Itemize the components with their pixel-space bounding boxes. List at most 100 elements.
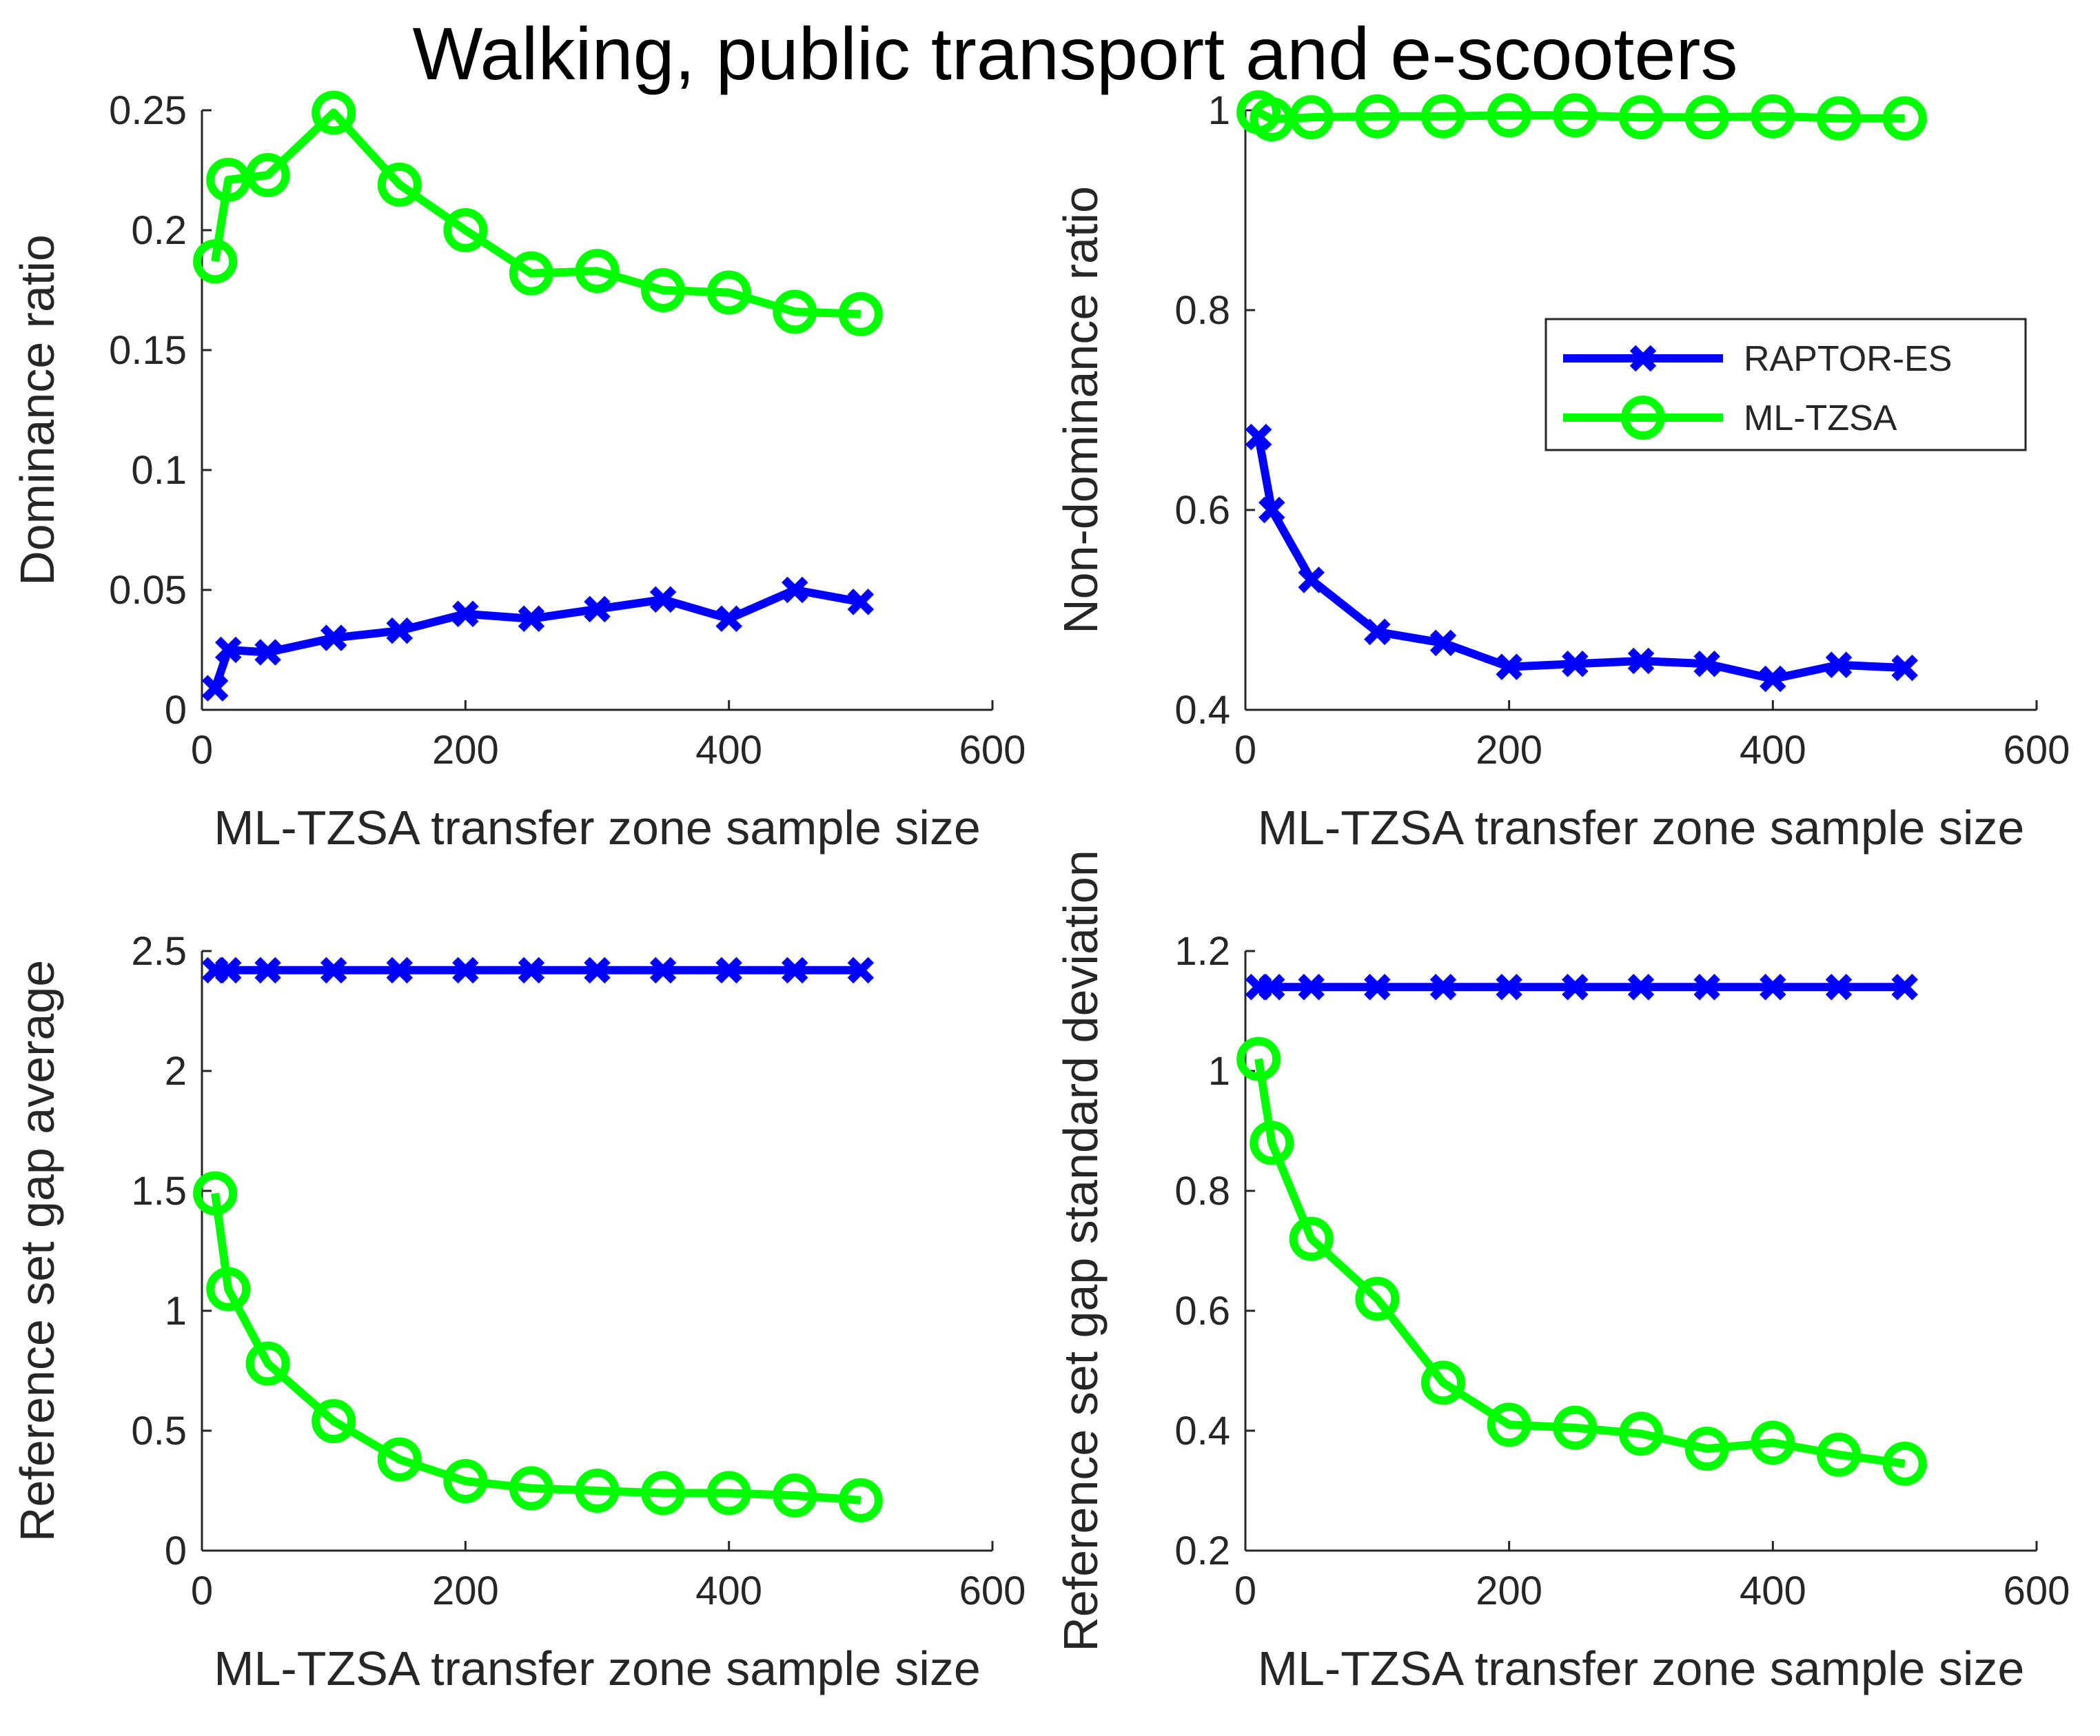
data-point xyxy=(1421,94,1465,139)
data-point xyxy=(193,1171,238,1216)
data-point xyxy=(377,1437,422,1482)
data-point xyxy=(1817,1432,1861,1477)
x-tick-label: 600 xyxy=(2004,1569,2070,1613)
x-axis-label: ML-TZSA transfer zone sample size xyxy=(1258,801,2025,855)
subplot-4: 0 200 400 600 0.2 0.4 0.6 0.8 1 1.2 ML-TZSA transf… xyxy=(1054,850,2070,1695)
data-point xyxy=(1487,1402,1531,1447)
data-point xyxy=(254,639,281,666)
data-point xyxy=(1825,651,1853,678)
y-tick-label: 0.2 xyxy=(1174,1529,1230,1573)
data-point xyxy=(575,1469,620,1513)
data-point xyxy=(1553,1405,1598,1450)
x-axis-label: ML-TZSA transfer zone sample size xyxy=(214,801,981,855)
data-point xyxy=(1429,629,1457,657)
y-tick-label: 0.4 xyxy=(1174,688,1230,733)
y-tick-label: 0.1 xyxy=(131,448,187,493)
data-point xyxy=(1693,973,1720,1001)
data-point xyxy=(1684,1427,1729,1471)
x-tick-label: 200 xyxy=(1476,1569,1542,1613)
data-point xyxy=(649,957,677,984)
series-raptor-es xyxy=(201,576,875,702)
data-point xyxy=(584,595,611,623)
data-point xyxy=(1553,93,1598,138)
data-point xyxy=(1496,973,1522,1001)
data-point xyxy=(1627,973,1655,1001)
x-tick-label: 200 xyxy=(432,728,499,773)
x-tick-label: 0 xyxy=(191,728,213,773)
y-axis-label: Non-dominance ratio xyxy=(1054,186,1108,634)
data-point xyxy=(1751,94,1795,139)
y-tick-label: 0.2 xyxy=(131,208,187,253)
series-ml-tzsa xyxy=(193,1171,883,1522)
data-point xyxy=(773,289,817,334)
y-tick-label: 1.2 xyxy=(1174,929,1230,974)
x-tick-label: 600 xyxy=(959,1569,1026,1613)
series-raptor-es xyxy=(1245,423,1918,693)
x-tick-label: 0 xyxy=(1234,728,1256,773)
subplot-3: 0 200 400 600 0 0.5 1 1.5 2 2.5 ML-TZSA transfer z… xyxy=(10,929,1026,1695)
series-raptor-es xyxy=(201,957,875,984)
y-tick-label: 1 xyxy=(165,1289,187,1334)
x-tick-label: 400 xyxy=(1740,1569,1806,1613)
data-point xyxy=(206,157,251,202)
legend-label-raptor: RAPTOR-ES xyxy=(1744,339,1952,379)
data-point xyxy=(706,270,751,315)
data-point xyxy=(443,1459,488,1504)
data-point xyxy=(214,636,242,664)
data-point xyxy=(1760,973,1786,1001)
series-raptor-es xyxy=(1245,973,1918,1001)
figure-title: Walking, public transport and e-scooters xyxy=(413,12,1738,95)
data-point xyxy=(1825,973,1853,1001)
data-point xyxy=(1751,1420,1795,1465)
data-point xyxy=(518,957,545,984)
data-point xyxy=(206,1267,251,1311)
data-point xyxy=(201,675,229,702)
x-tick-label: 400 xyxy=(695,728,762,773)
data-point xyxy=(1619,1411,1663,1456)
data-point xyxy=(773,1473,817,1518)
y-tick-label: 0.4 xyxy=(1174,1409,1230,1453)
data-point xyxy=(1429,973,1457,1001)
y-tick-label: 0.15 xyxy=(109,328,187,373)
data-point xyxy=(1562,651,1589,677)
data-point xyxy=(1289,1216,1334,1261)
data-point xyxy=(1496,653,1522,680)
data-point xyxy=(838,1478,883,1522)
y-axis-label: Dominance ratio xyxy=(10,234,64,586)
data-point xyxy=(715,957,742,984)
data-point xyxy=(386,617,413,644)
x-tick-label: 0 xyxy=(191,1569,213,1613)
legend-label-mltzsa: ML-TZSA xyxy=(1744,398,1897,438)
data-point xyxy=(1355,94,1400,139)
data-point xyxy=(575,249,620,294)
subplot-2: 0 200 400 600 0.4 0.6 0.8 1 ML-TZSA transfer zon… xyxy=(1054,88,2070,855)
data-point xyxy=(1364,973,1391,1001)
data-point xyxy=(386,957,413,984)
data-point xyxy=(245,1341,290,1386)
data-point xyxy=(443,208,488,252)
x-tick-label: 400 xyxy=(1740,728,1806,773)
y-tick-label: 0.6 xyxy=(1174,1289,1230,1334)
data-point xyxy=(641,268,686,312)
y-tick-label: 2.5 xyxy=(131,929,187,974)
data-point xyxy=(1236,1037,1281,1081)
series-ml-tzsa xyxy=(193,90,883,336)
series-line xyxy=(211,586,862,690)
data-point xyxy=(715,605,742,633)
data-point xyxy=(509,1466,553,1511)
data-point xyxy=(377,162,422,207)
data-point xyxy=(1882,1441,1927,1486)
data-point xyxy=(1289,95,1334,140)
data-point xyxy=(782,576,808,604)
data-point xyxy=(1562,973,1589,1001)
x-tick-label: 200 xyxy=(1476,728,1542,773)
y-tick-label: 0.25 xyxy=(109,88,187,133)
data-point xyxy=(1891,654,1918,682)
y-axis-label: Reference set gap standard deviation xyxy=(1054,850,1108,1652)
y-tick-label: 0.8 xyxy=(1174,1169,1230,1214)
data-point xyxy=(193,239,238,284)
data-point xyxy=(1258,496,1285,524)
data-point xyxy=(1258,973,1285,1001)
y-tick-label: 0 xyxy=(165,688,187,733)
